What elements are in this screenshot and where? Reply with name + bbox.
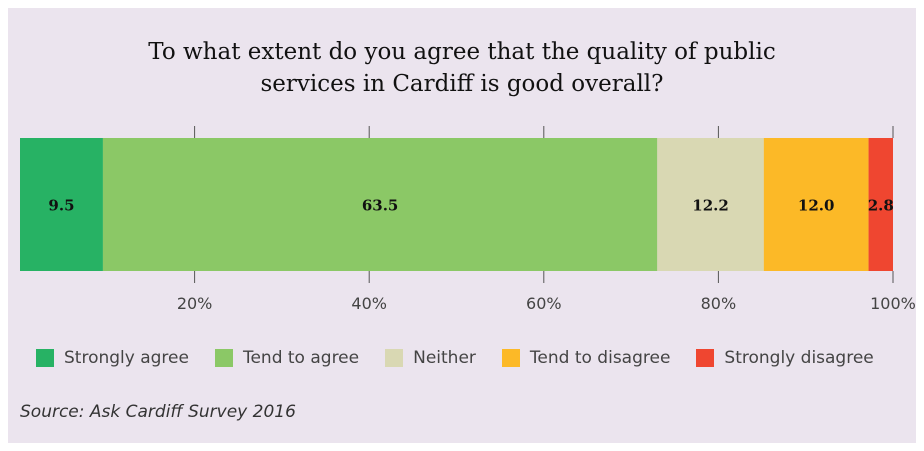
legend: Strongly agree Tend to agree Neither Ten… [36, 346, 900, 370]
bar-segment-neither [657, 138, 764, 271]
legend-label-tend-to-agree: Tend to agree [242, 348, 360, 368]
legend-label-strongly-disagree: Strongly disagree [724, 348, 874, 368]
legend-label-tend-to-disagree: Tend to disagree [529, 348, 671, 368]
legend-item-strongly-agree: Strongly agree [36, 348, 189, 368]
data-label-strongly-disagree: 2.8 [868, 197, 894, 215]
data-label-strongly-agree: 9.5 [48, 197, 74, 215]
legend-swatch-tend-to-agree [214, 349, 233, 367]
x-tick-label-80: 80% [701, 294, 737, 313]
x-tick-label-100: 100% [870, 294, 916, 313]
legend-item-tend-to-agree: Tend to agree [214, 348, 360, 368]
legend-item-neither: Neither [385, 348, 476, 368]
legend-item-strongly-disagree: Strongly disagree [696, 348, 874, 368]
stacked-bar-chart: 20% 40% 60% 80% 100% 9.5 63.5 12.2 12.0 2.8 [20, 126, 916, 313]
legend-item-tend-to-disagree: Tend to disagree [501, 348, 671, 368]
legend-label-strongly-agree: Strongly agree [64, 348, 189, 368]
chart-title: To what extent do you agree that the qua… [8, 36, 916, 100]
x-tick-label-40: 40% [351, 294, 387, 313]
legend-swatch-tend-to-disagree [501, 349, 520, 367]
legend-swatch-strongly-agree [36, 349, 54, 367]
source-note: Source: Ask Cardiff Survey 2016 [20, 402, 296, 422]
data-label-tend-to-disagree: 12.0 [798, 197, 835, 215]
legend-swatch-strongly-disagree [696, 349, 715, 367]
chart-panel: To what extent do you agree that the qua… [8, 8, 916, 443]
bar-segment-strongly-disagree [868, 138, 893, 271]
x-tick-label-20: 20% [177, 294, 213, 313]
data-label-neither: 12.2 [692, 197, 729, 215]
chart-title-line-1: To what extent do you agree that the qua… [148, 39, 776, 65]
bar-segment-tend-to-disagree [763, 138, 869, 271]
data-label-tend-to-agree: 63.5 [362, 197, 399, 215]
legend-label-neither: Neither [413, 348, 476, 368]
chart-title-line-2: services in Cardiff is good overall? [260, 71, 664, 97]
bar-segment-strongly-agree [20, 138, 103, 271]
x-tick-label-60: 60% [526, 294, 562, 313]
legend-swatch-neither [385, 349, 404, 367]
bar-segment-tend-to-agree [102, 138, 658, 271]
